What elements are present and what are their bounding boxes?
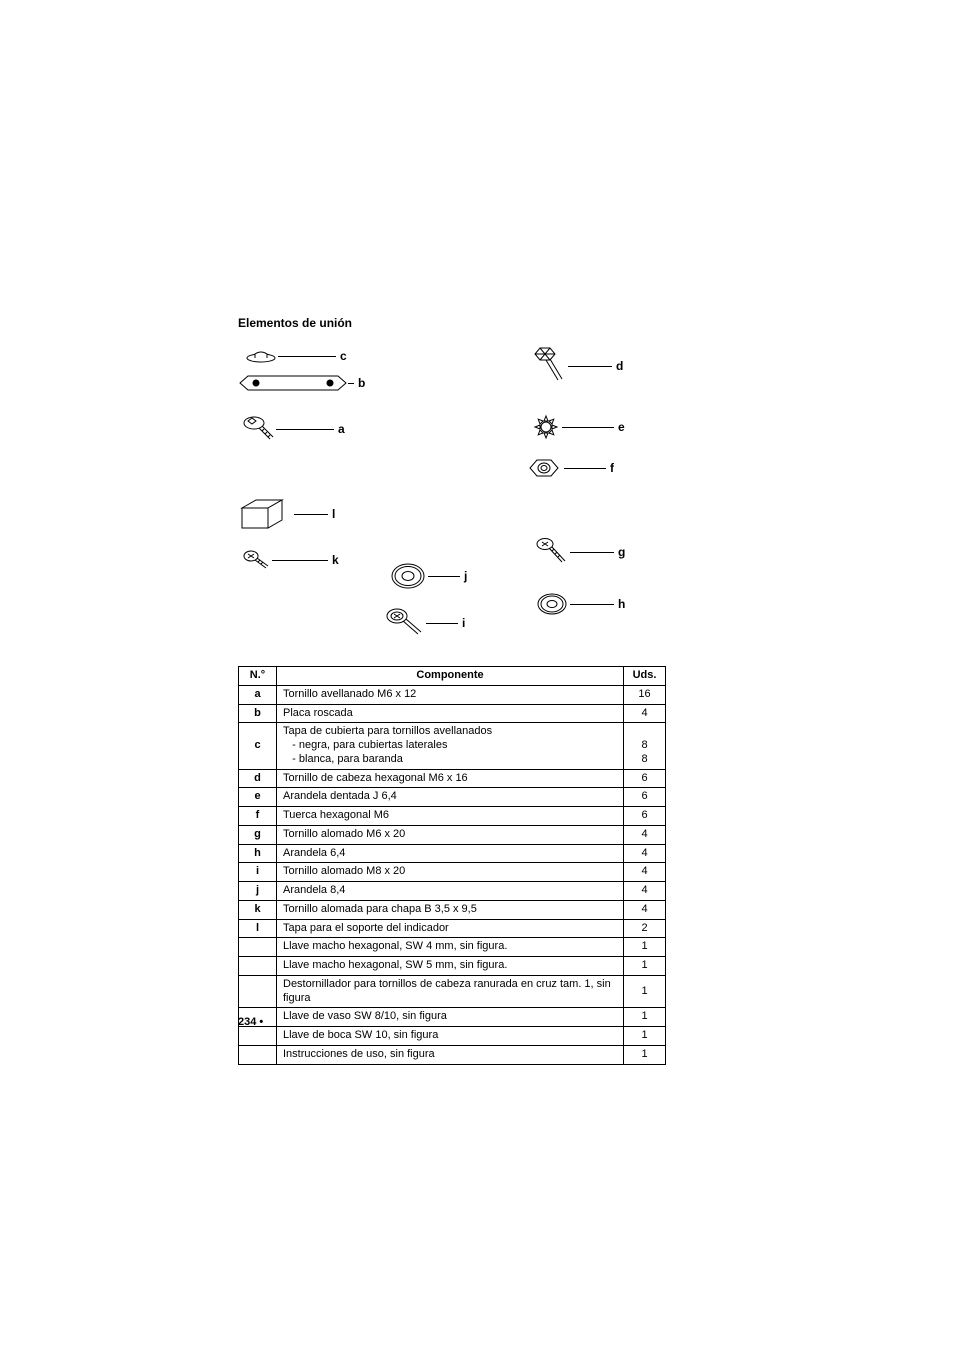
table-cell-comp: Llave macho hexagonal, SW 5 mm, sin figu… [277, 957, 624, 976]
table-cell-qty: 1 [624, 1008, 666, 1027]
table-cell-qty: 1 [624, 1045, 666, 1064]
label-f: f [610, 461, 614, 475]
panhead-screw-m6-icon [534, 536, 570, 568]
hex-nut-icon [528, 454, 564, 482]
washer-small-icon [534, 590, 570, 618]
table-cell-no [239, 1045, 277, 1064]
label-c: c [340, 349, 347, 363]
label-e: e [618, 420, 625, 434]
label-k: k [332, 553, 339, 567]
table-cell-comp: Tuerca hexagonal M6 [277, 807, 624, 826]
table-cell-comp: Arandela 8,4 [277, 882, 624, 901]
table-cell-qty: 16 [624, 685, 666, 704]
table-cell-qty: 1 [624, 975, 666, 1008]
table-cell-no [239, 975, 277, 1008]
table-cell-comp: Tornillo alomado M8 x 20 [277, 863, 624, 882]
table-cell-comp: Tapa de cubierta para tornillos avellana… [277, 723, 624, 769]
table-cell-no: j [239, 882, 277, 901]
table-cell-no: i [239, 863, 277, 882]
table-cell-qty: 4 [624, 844, 666, 863]
parts-diagram: c b a [238, 344, 680, 654]
th-component: Componente [277, 667, 624, 686]
section-title: Elementos de unión [238, 316, 680, 330]
table-cell-qty: 88 [624, 723, 666, 769]
table-cell-comp: Llave de boca SW 10, sin figura [277, 1027, 624, 1046]
indicator-cap-icon [238, 494, 294, 534]
washer-large-icon [388, 560, 428, 592]
table-cell-no: a [239, 685, 277, 704]
table-cell-qty: 4 [624, 704, 666, 723]
table-cell-comp: Llave de vaso SW 8/10, sin figura [277, 1008, 624, 1027]
table-cell-no: l [239, 919, 277, 938]
page-number: 234 • [238, 1016, 263, 1028]
table-cell-no: d [239, 769, 277, 788]
table-cell-no: h [239, 844, 277, 863]
table-cell-no: f [239, 807, 277, 826]
table-cell-no: k [239, 900, 277, 919]
label-h: h [618, 597, 625, 611]
table-cell-qty: 1 [624, 938, 666, 957]
threaded-plate-icon [238, 374, 348, 392]
table-cell-comp: Arandela dentada J 6,4 [277, 788, 624, 807]
sheet-metal-screw-icon [242, 548, 272, 572]
label-d: d [616, 359, 623, 373]
table-cell-comp: Tapa para el soporte del indicador [277, 919, 624, 938]
label-j: j [464, 569, 467, 583]
table-cell-no: b [239, 704, 277, 723]
table-cell-no [239, 1027, 277, 1046]
table-cell-comp: Tornillo de cabeza hexagonal M6 x 16 [277, 769, 624, 788]
parts-table: N.° Componente Uds. aTornillo avellanado… [238, 666, 666, 1065]
table-cell-comp: Tornillo alomado M6 x 20 [277, 825, 624, 844]
label-l: l [332, 507, 335, 521]
table-cell-no: c [239, 723, 277, 769]
table-cell-comp: Llave macho hexagonal, SW 4 mm, sin figu… [277, 938, 624, 957]
table-cell-qty: 4 [624, 882, 666, 901]
table-cell-comp: Placa roscada [277, 704, 624, 723]
table-cell-qty: 1 [624, 957, 666, 976]
label-i: i [462, 616, 465, 630]
th-qty: Uds. [624, 667, 666, 686]
table-cell-no: g [239, 825, 277, 844]
countersunk-screw-icon [242, 414, 276, 444]
table-cell-qty: 6 [624, 788, 666, 807]
table-cell-comp: Destornillador para tornillos de cabeza … [277, 975, 624, 1008]
table-cell-qty: 2 [624, 919, 666, 938]
table-cell-comp: Tornillo alomada para chapa B 3,5 x 9,5 [277, 900, 624, 919]
table-cell-comp: Tornillo avellanado M6 x 12 [277, 685, 624, 704]
table-cell-qty: 1 [624, 1027, 666, 1046]
table-cell-qty: 4 [624, 863, 666, 882]
toothed-washer-icon [530, 412, 562, 442]
table-cell-comp: Instrucciones de uso, sin figura [277, 1045, 624, 1064]
table-cell-qty: 6 [624, 769, 666, 788]
table-cell-qty: 4 [624, 900, 666, 919]
th-no: N.° [239, 667, 277, 686]
label-b: b [358, 376, 365, 390]
table-cell-qty: 6 [624, 807, 666, 826]
table-cell-comp: Arandela 6,4 [277, 844, 624, 863]
table-cell-qty: 4 [624, 825, 666, 844]
panhead-screw-m8-icon [384, 606, 426, 640]
table-cell-no [239, 938, 277, 957]
parts-table-body: aTornillo avellanado M6 x 1216bPlaca ros… [239, 685, 666, 1064]
table-cell-no: e [239, 788, 277, 807]
hex-bolt-icon [528, 344, 568, 388]
label-g: g [618, 545, 625, 559]
label-a: a [338, 422, 345, 436]
cap-cover-icon [244, 348, 278, 364]
table-cell-no [239, 957, 277, 976]
